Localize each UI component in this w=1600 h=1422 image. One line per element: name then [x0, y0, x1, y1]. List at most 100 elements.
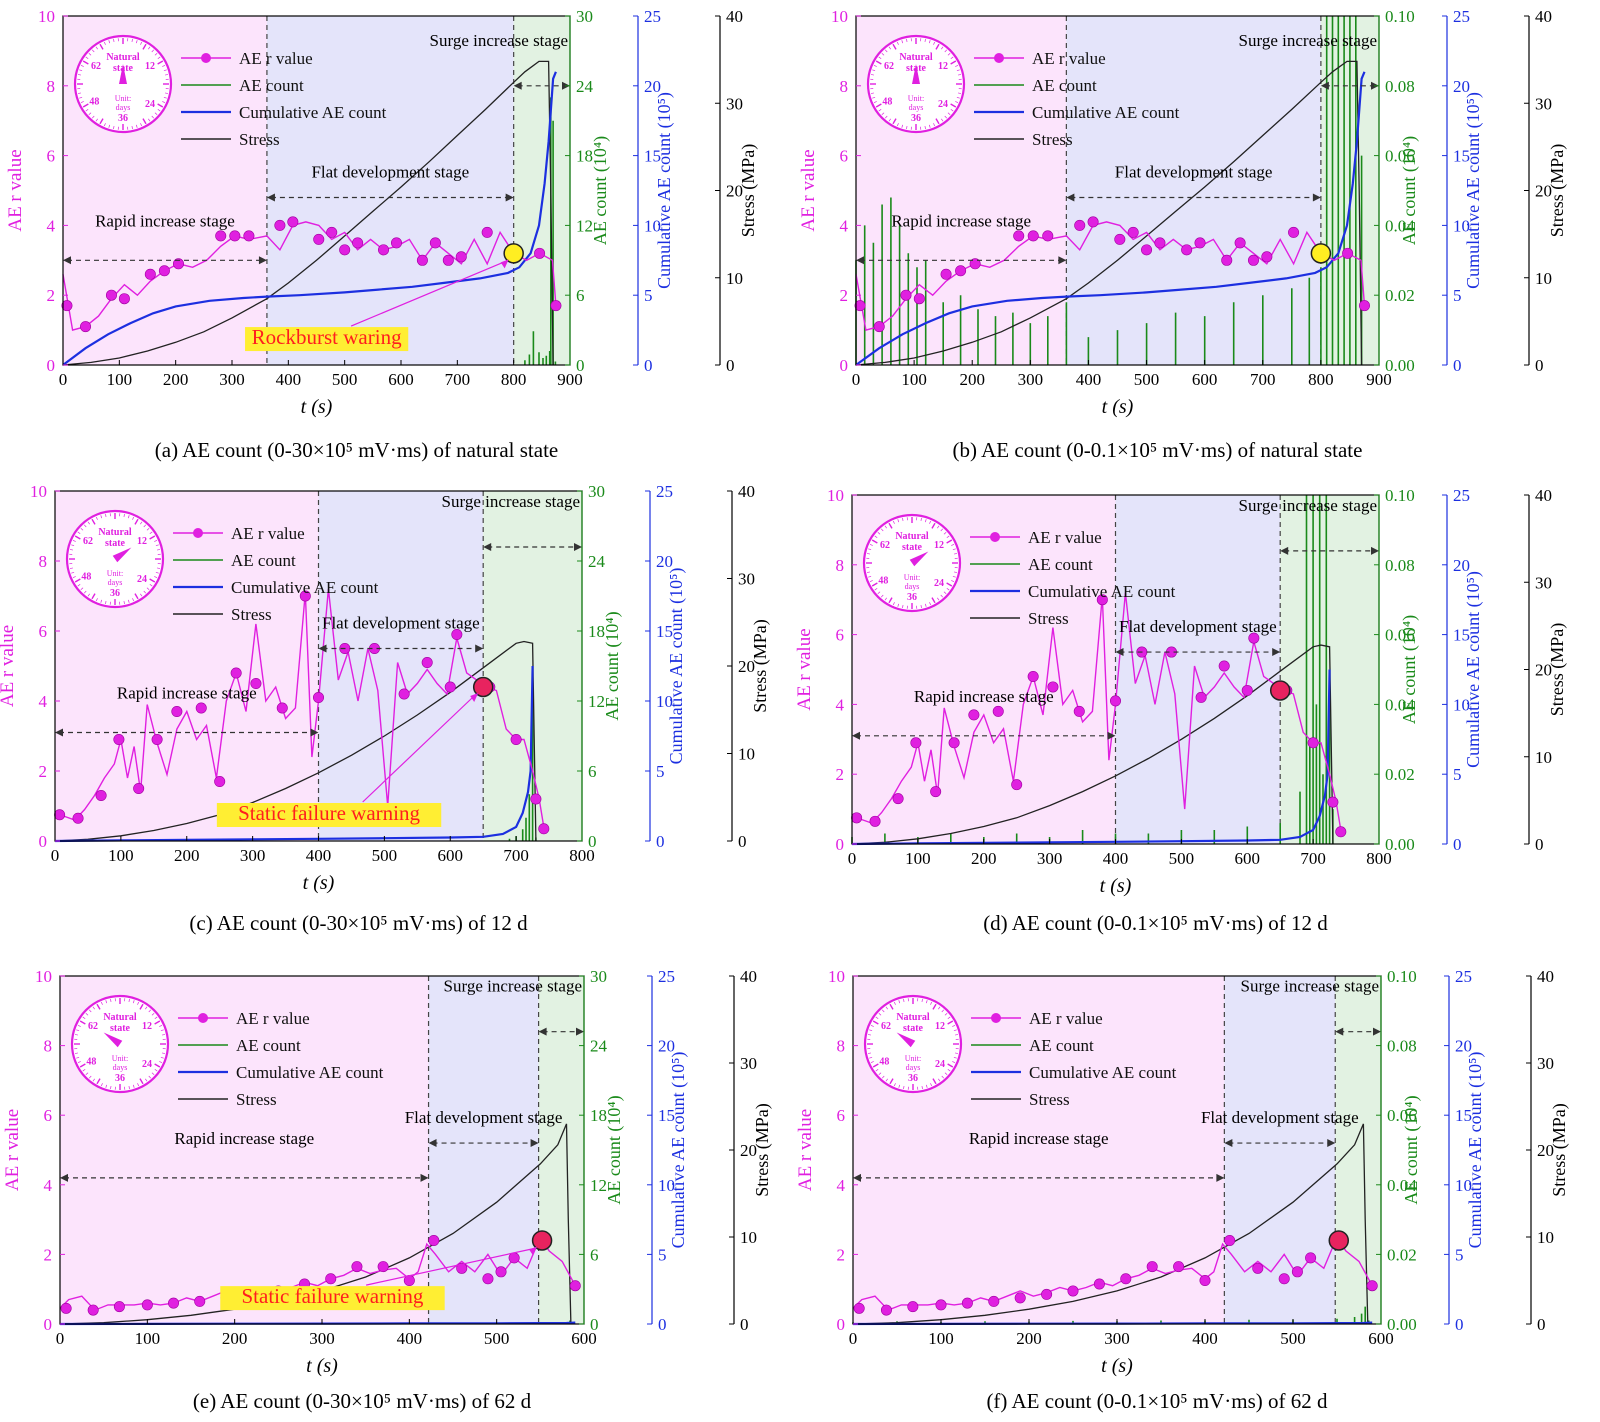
surge-stage-label: Surge increase stage	[1239, 31, 1377, 50]
flat-stage-arrow-head-left	[318, 644, 327, 653]
rapid-stage-arrow-head-right	[420, 1173, 429, 1182]
count-tick-label: 6	[590, 1245, 599, 1264]
clock-tick	[110, 998, 112, 1003]
legend-label: Cumulative AE count	[1029, 1063, 1177, 1082]
warning-point-marker	[1310, 243, 1332, 264]
clock-tick	[88, 1009, 92, 1013]
clock-tick	[88, 112, 92, 116]
stress-tick-label: 40	[1535, 486, 1552, 505]
x-axis-label: t (s)	[1100, 875, 1132, 897]
warning-label: Static failure warning	[238, 801, 420, 825]
cumulative-tick-label: 15	[1455, 1106, 1472, 1125]
clock-tick	[163, 96, 167, 99]
ae-r-marker	[1013, 230, 1025, 242]
clock-tick	[925, 1000, 928, 1004]
x-tick-label: 600	[1192, 370, 1218, 389]
clock-tick	[163, 69, 167, 72]
clock-unit-2: days	[116, 103, 131, 112]
clock-tick	[941, 1075, 945, 1079]
clock-tick	[937, 1078, 941, 1082]
clock-tick	[132, 1084, 135, 1088]
clock-tick	[872, 96, 876, 99]
ae-r-marker	[988, 1295, 1000, 1307]
clock-tick	[881, 1009, 885, 1013]
legend-label: Stress	[231, 605, 272, 624]
clock-title: Natural	[103, 1012, 137, 1023]
clock-tick	[906, 125, 908, 130]
x-tick-label: 300	[1018, 370, 1044, 389]
chart-panel-b: Rapid increase stage Flat development sta…	[798, 7, 1568, 462]
count-tick-label: 0.00	[1385, 356, 1415, 375]
ae-r-marker	[1127, 226, 1139, 238]
ae-r-marker	[482, 1273, 494, 1285]
clock-tick	[930, 1001, 933, 1005]
surge-stage-arrow-head-left	[483, 543, 492, 551]
clock-mark: 36	[907, 592, 917, 603]
clock-tick	[947, 52, 951, 56]
warning-point-marker	[531, 1230, 553, 1251]
r-tick-label: 10	[35, 967, 52, 986]
r-tick-label: 6	[39, 622, 48, 641]
stress-tick-label: 0	[726, 356, 735, 375]
cumulative-tick-label: 25	[1453, 7, 1470, 26]
clock-mark: 36	[110, 588, 120, 599]
clock-tick	[866, 553, 871, 555]
clock-tick	[881, 52, 885, 56]
warning-arrow-head	[470, 693, 479, 702]
x-tick-label: 200	[1016, 1329, 1042, 1348]
clock-tick	[888, 597, 893, 604]
clock-tick	[79, 1063, 86, 1068]
legend-marker	[991, 1013, 1001, 1023]
clock-tick	[132, 516, 135, 520]
stress-series	[62, 60, 554, 366]
clock-tick	[139, 593, 143, 597]
ae-r-marker	[1261, 251, 1273, 263]
r-tick-label: 8	[840, 77, 849, 96]
ae-r-marker	[873, 321, 885, 333]
cumulative-tick-label: 5	[656, 762, 665, 781]
ae-r-marker	[351, 1261, 363, 1273]
ae-r-marker	[444, 681, 456, 693]
clock-tick	[869, 1029, 873, 1032]
clock-tick	[161, 1034, 166, 1036]
ae-r-marker	[538, 823, 550, 835]
clock-tick	[875, 1068, 879, 1072]
clock-unit: Unit:	[115, 94, 131, 103]
clock-tick	[937, 1006, 941, 1010]
x-tick-label: 400	[1076, 370, 1102, 389]
ae-r-marker	[910, 737, 922, 749]
r-tick-label: 10	[828, 967, 845, 986]
x-tick-label: 300	[1104, 1329, 1130, 1348]
ae-r-marker	[1096, 594, 1108, 606]
clock-tick	[69, 549, 74, 551]
cumulative-tick-label: 10	[658, 1176, 675, 1195]
clock-tick	[929, 602, 932, 606]
clock-tick	[151, 1012, 155, 1016]
clock-tick	[921, 1085, 923, 1090]
cumulative-tick-label: 15	[656, 622, 673, 641]
count-tick-label: 0.10	[1385, 7, 1415, 26]
clock-tick	[956, 69, 960, 72]
ae-r-marker	[1173, 1261, 1185, 1273]
ae-r-marker	[378, 244, 390, 256]
ae-r-marker	[1342, 247, 1354, 259]
ae-r-marker	[992, 705, 1004, 717]
surge-stage-arrow-head-right	[576, 1027, 584, 1036]
clock-tick	[142, 118, 147, 125]
clock-tick	[884, 597, 888, 601]
clock-title-2: state	[903, 1023, 924, 1034]
stress-tick-label: 40	[738, 482, 755, 501]
clock-tick	[869, 1056, 873, 1059]
clock-tick	[79, 69, 83, 72]
clock-tick	[875, 60, 882, 65]
ae-r-value-series	[54, 588, 545, 828]
clock-tick	[154, 1016, 158, 1020]
stress-tick-label: 0	[1535, 356, 1544, 375]
clock-tick	[82, 60, 89, 65]
clock-hand	[119, 64, 127, 84]
ae-r-marker	[1305, 1252, 1317, 1264]
clock-tick	[77, 74, 82, 76]
surge-stage-label: Surge increase stage	[430, 31, 568, 50]
r-tick-label: 2	[47, 286, 56, 305]
rapid-stage-arrow-head-right	[258, 256, 267, 265]
